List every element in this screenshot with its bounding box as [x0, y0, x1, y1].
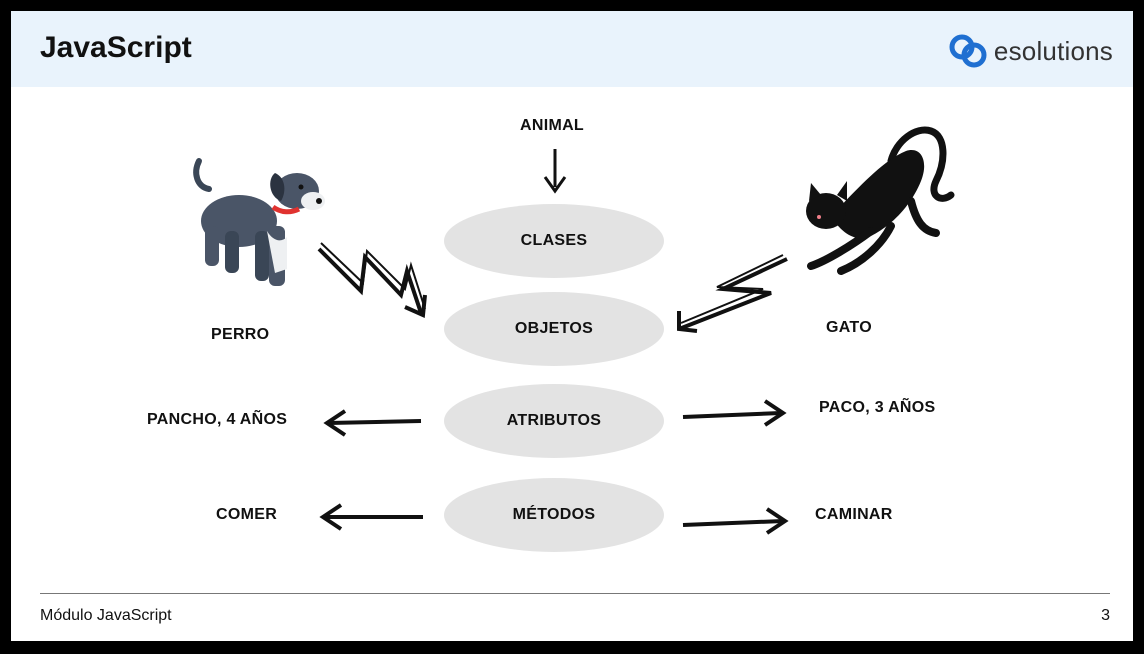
animal-label: ANIMAL	[520, 117, 585, 134]
dog-illustration	[193, 158, 325, 286]
slide: JavaScript esolutions	[11, 11, 1133, 641]
left-attribute-label: PANCHO, 4 AÑOS	[147, 411, 288, 428]
page-number: 3	[1101, 607, 1110, 624]
header-bar: JavaScript esolutions	[11, 11, 1133, 87]
right-method-label: CAMINAR	[815, 506, 893, 523]
cat-illustration	[806, 126, 955, 275]
ellipse-atributos: ATRIBUTOS	[444, 384, 664, 458]
slide-title: JavaScript	[40, 31, 192, 64]
attribute-arrow-left	[323, 409, 422, 437]
right-attribute-label: PACO, 3 AÑOS	[819, 399, 936, 416]
down-arrow	[543, 149, 567, 194]
ellipse-objetos: OBJETOS	[444, 292, 664, 366]
brand-logo: esolutions	[948, 31, 1113, 71]
ellipse-clases: CLASES	[444, 204, 664, 278]
atributos-label: ATRIBUTOS	[506, 412, 602, 429]
logo-text: esolutions	[993, 35, 1113, 66]
metodos-label: MÉTODOS	[512, 506, 596, 523]
method-arrow-left	[319, 503, 423, 531]
gato-label: GATO	[826, 319, 872, 336]
zigzag-arrow-left	[317, 242, 427, 318]
esolutions-logo-icon	[949, 34, 987, 68]
ellipse-metodos: MÉTODOS	[444, 478, 664, 552]
zigzag-arrow-right	[677, 254, 788, 333]
left-method-label: COMER	[216, 506, 278, 523]
clases-label: CLASES	[520, 232, 588, 249]
footer-divider	[40, 593, 1110, 594]
diagram-graphics	[193, 126, 955, 535]
objetos-label: OBJETOS	[514, 320, 594, 337]
method-arrow-right	[682, 507, 789, 535]
perro-label: PERRO	[211, 326, 270, 343]
attribute-arrow-right	[682, 399, 787, 427]
footer-module: Módulo JavaScript	[40, 607, 172, 624]
